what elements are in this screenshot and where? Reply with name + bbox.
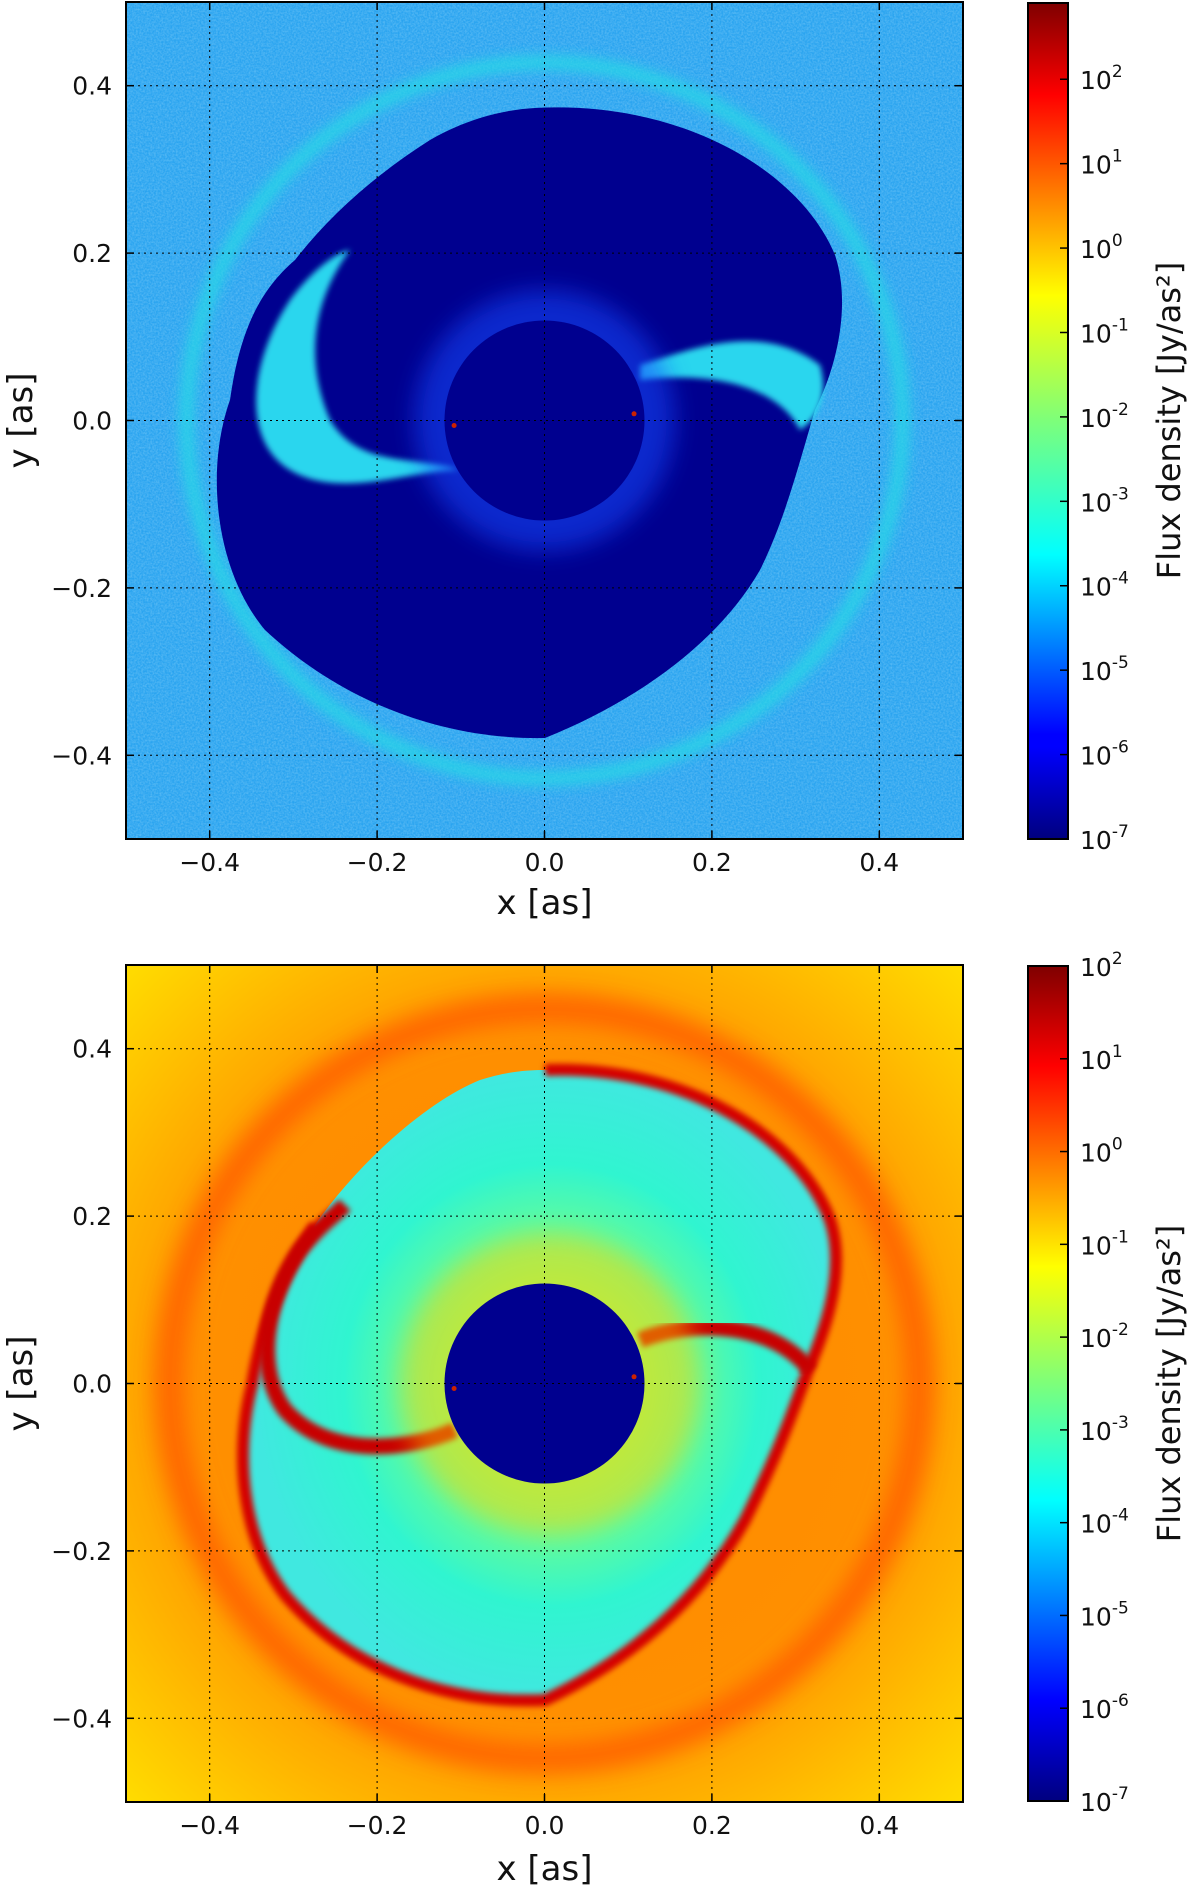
colorbar-tick-label: 100 <box>1080 231 1123 264</box>
top-heatmap-image <box>126 2 963 839</box>
bottom-heatmap-image <box>126 965 963 1802</box>
star-marker <box>631 411 637 417</box>
y-tick-label: −0.4 <box>51 741 112 770</box>
bottom-y-axis-label: y [as] <box>1 1335 41 1431</box>
colorbar-tick-label: 10-2 <box>1080 400 1129 433</box>
y-tick-label: −0.4 <box>51 1704 112 1733</box>
top-x-axis-ticks: −0.4 −0.2 0.0 0.2 0.4 <box>179 2 899 877</box>
colorbar-tick-label: 10-3 <box>1080 1413 1129 1446</box>
bottom-colorbar-ticks: 10-7 10-6 10-5 10-4 10-3 10-2 10-1 100 101 102 <box>1060 949 1129 1817</box>
x-tick-label: 0.0 <box>525 848 565 877</box>
bottom-y-axis-ticks: −0.4 −0.2 0.0 0.2 0.4 <box>51 1035 963 1733</box>
top-central-mask <box>444 320 645 521</box>
top-y-axis-label: y [as] <box>1 372 41 468</box>
top-colorbar-label: Flux density [Jy/as²] <box>1150 262 1188 579</box>
colorbar-tick-label: 101 <box>1080 1042 1123 1075</box>
star-marker <box>451 1386 457 1392</box>
colorbar-tick-label: 10-5 <box>1080 1598 1129 1631</box>
colorbar-tick-label: 10-7 <box>1080 822 1129 855</box>
colorbar-tick-label: 10-3 <box>1080 484 1129 517</box>
x-tick-label: 0.4 <box>859 848 899 877</box>
bottom-panel: −0.4 −0.2 0.0 0.2 0.4 −0.4 −0.2 0.0 0.2 0.4 x [a… <box>1 949 1188 1889</box>
top-colorbar <box>1027 2 1069 840</box>
x-tick-label: 0.2 <box>692 1811 732 1840</box>
star-marker <box>451 423 457 429</box>
top-panel: −0.4 −0.2 0.0 0.2 0.4 −0.4 −0.2 0.0 0.2 0.4 x [a… <box>1 1 1188 923</box>
colorbar-tick-label: 100 <box>1080 1135 1123 1168</box>
colorbar-tick-label: 101 <box>1080 147 1123 180</box>
colorbar-tick-label: 10-1 <box>1080 315 1129 348</box>
x-tick-label: 0.2 <box>692 848 732 877</box>
y-tick-label: 0.2 <box>72 1202 112 1231</box>
colorbar-tick-label: 10-1 <box>1080 1227 1129 1260</box>
colorbar-tick-label: 10-4 <box>1080 1506 1129 1539</box>
colorbar-tick-label: 10-2 <box>1080 1320 1129 1353</box>
x-tick-label: 0.0 <box>525 1811 565 1840</box>
top-grid <box>126 2 963 839</box>
colorbar-tick-label: 10-5 <box>1080 653 1129 686</box>
x-tick-label: −0.4 <box>179 1811 240 1840</box>
x-tick-label: −0.2 <box>347 1811 408 1840</box>
colorbar-tick-label: 10-6 <box>1080 738 1129 771</box>
colorbar-tick-label: 10-7 <box>1080 1784 1129 1817</box>
bottom-stars <box>451 1374 637 1392</box>
bottom-grid <box>126 965 963 1802</box>
bottom-colorbar <box>1027 965 1069 1802</box>
y-tick-label: 0.4 <box>72 72 112 101</box>
colorbar-tick-label: 10-6 <box>1080 1691 1129 1724</box>
y-tick-label: −0.2 <box>51 574 112 603</box>
bottom-x-axis-ticks: −0.4 −0.2 0.0 0.2 0.4 <box>179 965 899 1840</box>
y-tick-label: 0.4 <box>72 1035 112 1064</box>
colorbar-tick-label: 102 <box>1080 62 1123 95</box>
top-colorbar-ticks: 10-7 10-6 10-5 10-4 10-3 10-2 10-1 100 101 102 <box>1060 62 1129 855</box>
colorbar-tick-label: 102 <box>1080 949 1123 982</box>
top-x-axis-label: x [as] <box>496 883 592 923</box>
bottom-central-mask <box>444 1283 645 1484</box>
y-tick-label: 0.0 <box>72 1370 112 1399</box>
top-y-axis-ticks: −0.4 −0.2 0.0 0.2 0.4 <box>51 72 963 770</box>
x-tick-label: −0.4 <box>179 848 240 877</box>
x-tick-label: 0.4 <box>859 1811 899 1840</box>
y-tick-label: −0.2 <box>51 1537 112 1566</box>
colorbar-tick-label: 10-4 <box>1080 569 1129 602</box>
y-tick-label: 0.2 <box>72 239 112 268</box>
bottom-colorbar-label: Flux density [Jy/as²] <box>1150 1225 1188 1542</box>
bottom-x-axis-label: x [as] <box>496 1849 592 1889</box>
x-tick-label: −0.2 <box>347 848 408 877</box>
top-stars <box>451 411 637 429</box>
star-marker <box>631 1374 637 1380</box>
y-tick-label: 0.0 <box>72 407 112 436</box>
